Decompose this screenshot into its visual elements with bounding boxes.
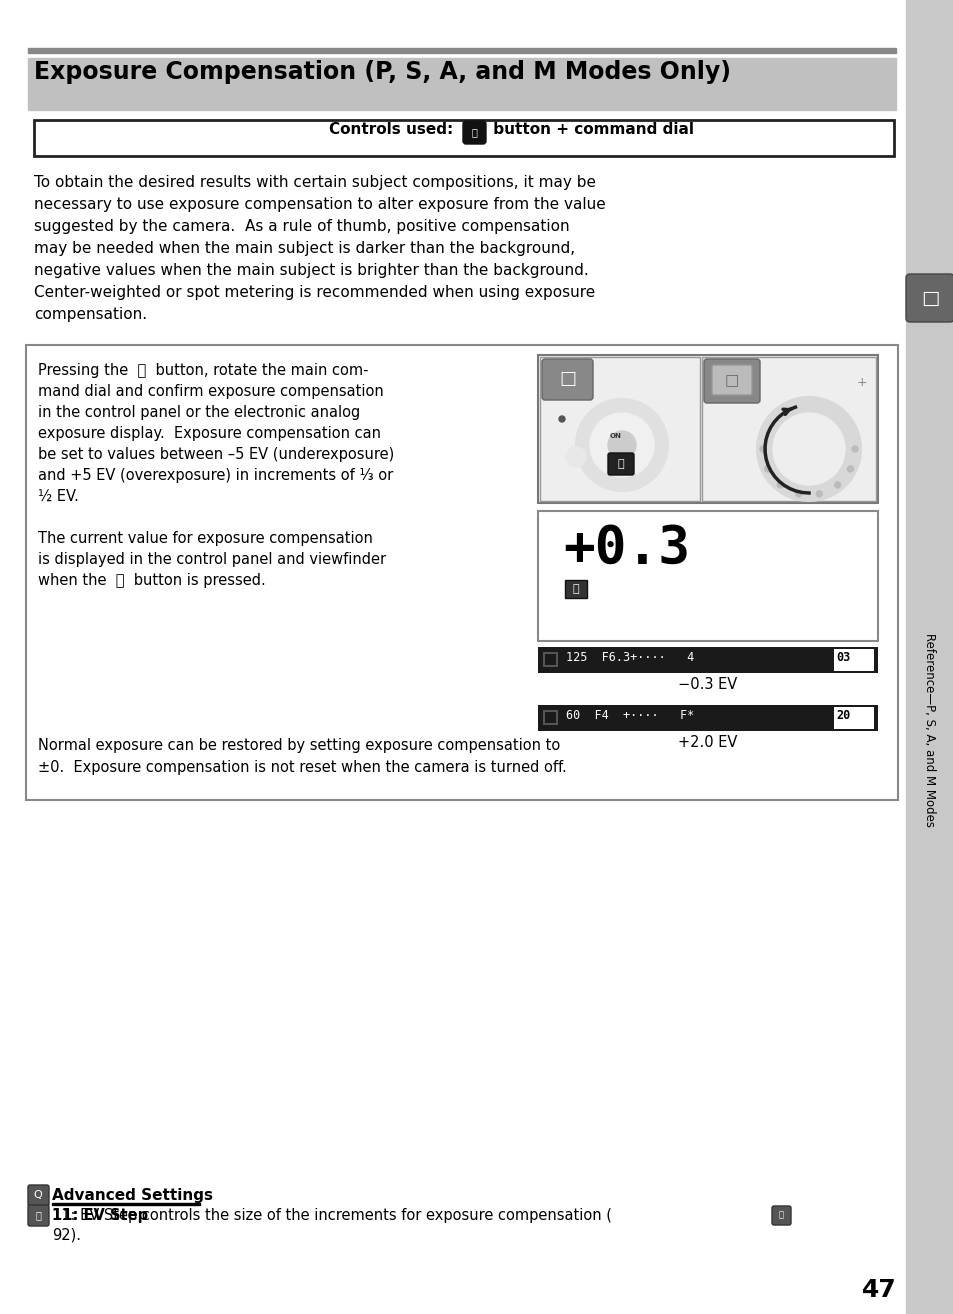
Text: necessary to use exposure compensation to alter exposure from the value: necessary to use exposure compensation t…	[34, 197, 605, 212]
Circle shape	[772, 413, 844, 485]
Text: Q: Q	[33, 1190, 42, 1200]
Text: 03: 03	[835, 650, 849, 664]
Circle shape	[846, 466, 853, 472]
Bar	[537, 706, 877, 731]
Circle shape	[558, 417, 564, 422]
FancyBboxPatch shape	[905, 275, 953, 322]
Text: Reference—P, S, A, and M Modes: Reference—P, S, A, and M Modes	[923, 633, 936, 827]
FancyBboxPatch shape	[771, 1206, 790, 1225]
Bar	[701, 357, 875, 501]
Text: +: +	[856, 377, 866, 389]
Bar	[26, 346, 897, 800]
FancyBboxPatch shape	[607, 453, 634, 474]
Text: +0.3: +0.3	[562, 523, 689, 576]
Text: Normal exposure can be restored by setting exposure compensation to: Normal exposure can be restored by setti…	[38, 738, 559, 753]
Text: negative values when the main subject is brighter than the background.: negative values when the main subject is…	[34, 263, 588, 279]
FancyBboxPatch shape	[28, 1205, 49, 1226]
Text: Advanced Settings: Advanced Settings	[52, 1188, 213, 1204]
Bar	[833, 649, 873, 671]
FancyBboxPatch shape	[28, 1185, 49, 1206]
Circle shape	[777, 482, 782, 487]
Bar	[539, 357, 700, 501]
Text: and +5 EV (overexposure) in increments of ⅓ or: and +5 EV (overexposure) in increments o…	[38, 468, 393, 484]
Text: 11: EV Step: 11: EV Step	[52, 1208, 148, 1223]
Circle shape	[760, 445, 765, 452]
Bar	[544, 654, 556, 665]
Text: ON: ON	[609, 434, 621, 439]
Text: compensation.: compensation.	[34, 307, 147, 322]
Circle shape	[763, 466, 770, 472]
Circle shape	[834, 482, 840, 487]
Bar	[537, 511, 877, 641]
Text: ⓫: ⓫	[572, 583, 578, 594]
Text: is displayed in the control panel and viewfinder: is displayed in the control panel and vi…	[38, 552, 386, 568]
Text: The current value for exposure compensation: The current value for exposure compensat…	[38, 531, 373, 547]
Text: 60  F4  +····   F*: 60 F4 +···· F*	[565, 710, 694, 721]
FancyBboxPatch shape	[703, 359, 760, 403]
Text: 92).: 92).	[52, 1229, 81, 1243]
Text: Controls used:: Controls used:	[329, 122, 463, 137]
Text: exposure display.  Exposure compensation can: exposure display. Exposure compensation …	[38, 426, 380, 442]
FancyBboxPatch shape	[541, 359, 593, 399]
Bar	[833, 707, 873, 729]
Bar	[542, 652, 558, 668]
Bar	[905, 0, 953, 1314]
Text: To obtain the desired results with certain subject compositions, it may be: To obtain the desired results with certa…	[34, 175, 596, 191]
Text: button + command dial: button + command dial	[488, 122, 693, 137]
Text: suggested by the camera.  As a rule of thumb, positive compensation: suggested by the camera. As a rule of th…	[34, 219, 569, 234]
Circle shape	[565, 447, 585, 466]
Bar	[537, 355, 877, 503]
Circle shape	[589, 413, 654, 477]
FancyBboxPatch shape	[462, 121, 485, 145]
Circle shape	[816, 491, 821, 497]
Text: Pressing the  ⓪  button, rotate the main com-: Pressing the ⓪ button, rotate the main c…	[38, 363, 368, 378]
Bar	[544, 712, 556, 723]
Text: 20: 20	[835, 710, 849, 721]
Circle shape	[851, 445, 857, 452]
Bar	[28, 58, 895, 110]
Bar	[542, 710, 558, 725]
Bar	[52, 1204, 200, 1205]
Circle shape	[576, 399, 667, 491]
Text: 11: EV Step controls the size of the increments for exposure compensation (: 11: EV Step controls the size of the inc…	[52, 1208, 612, 1223]
Text: Center-weighted or spot metering is recommended when using exposure: Center-weighted or spot metering is reco…	[34, 285, 595, 300]
Text: 47: 47	[862, 1279, 896, 1302]
FancyBboxPatch shape	[711, 365, 751, 396]
Circle shape	[607, 431, 636, 459]
Text: ⓫: ⓫	[35, 1210, 41, 1219]
Text: ⓫: ⓫	[471, 127, 476, 137]
Text: be set to values between –5 EV (underexposure): be set to values between –5 EV (underexp…	[38, 447, 394, 463]
Bar	[28, 49, 895, 53]
FancyBboxPatch shape	[564, 579, 586, 598]
Text: mand dial and confirm exposure compensation: mand dial and confirm exposure compensat…	[38, 384, 383, 399]
Text: +2.0 EV: +2.0 EV	[678, 735, 737, 750]
Text: in the control panel or the electronic analog: in the control panel or the electronic a…	[38, 405, 360, 420]
Text: −0.3 EV: −0.3 EV	[678, 677, 737, 692]
Text: ½ EV.: ½ EV.	[38, 489, 79, 505]
Circle shape	[757, 397, 861, 501]
Text: ⓫: ⓫	[617, 459, 623, 469]
Text: □: □	[724, 373, 739, 389]
Circle shape	[795, 491, 801, 497]
Text: when the  ⓪  button is pressed.: when the ⓪ button is pressed.	[38, 573, 266, 587]
Bar	[537, 646, 877, 673]
Text: □: □	[920, 289, 938, 307]
Text: ⓫: ⓫	[778, 1210, 782, 1219]
Text: Exposure Compensation (P, S, A, and M Modes Only): Exposure Compensation (P, S, A, and M Mo…	[34, 60, 730, 84]
Text: ±0.  Exposure compensation is not reset when the camera is turned off.: ±0. Exposure compensation is not reset w…	[38, 759, 566, 775]
Bar	[34, 120, 893, 156]
Text: □: □	[558, 371, 576, 388]
Text: may be needed when the main subject is darker than the background,: may be needed when the main subject is d…	[34, 240, 575, 256]
Text: 125  F6.3+····   4: 125 F6.3+···· 4	[565, 650, 694, 664]
